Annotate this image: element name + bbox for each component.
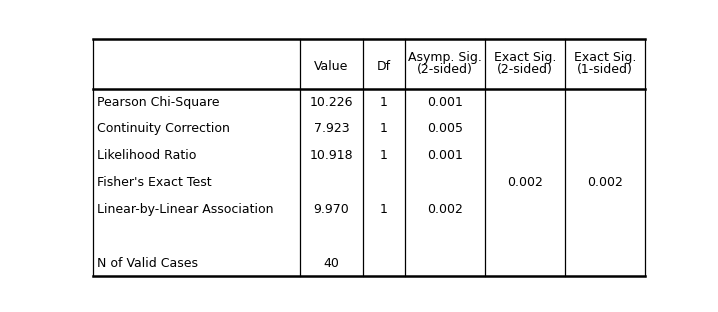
Text: 0.002: 0.002 xyxy=(426,203,462,216)
Text: 0.001: 0.001 xyxy=(426,95,462,109)
Text: (1-sided): (1-sided) xyxy=(577,63,633,76)
Text: 0.001: 0.001 xyxy=(426,149,462,162)
Text: 9.970: 9.970 xyxy=(314,203,350,216)
Text: 7.923: 7.923 xyxy=(314,122,350,135)
Text: 1: 1 xyxy=(380,95,388,109)
Text: 10.918: 10.918 xyxy=(309,149,353,162)
Text: Pearson Chi-Square: Pearson Chi-Square xyxy=(97,95,220,109)
Text: 40: 40 xyxy=(324,256,340,270)
Text: 0.002: 0.002 xyxy=(587,176,623,189)
Text: Exact Sig.: Exact Sig. xyxy=(494,51,556,64)
Text: N of Valid Cases: N of Valid Cases xyxy=(97,256,198,270)
Text: Df: Df xyxy=(377,60,391,72)
Text: (2-sided): (2-sided) xyxy=(417,63,472,76)
Text: Likelihood Ratio: Likelihood Ratio xyxy=(97,149,196,162)
Text: Fisher's Exact Test: Fisher's Exact Test xyxy=(97,176,212,189)
Text: 1: 1 xyxy=(380,203,388,216)
Text: Asymp. Sig.: Asymp. Sig. xyxy=(408,51,482,64)
Text: (2-sided): (2-sided) xyxy=(497,63,553,76)
Text: Linear-by-Linear Association: Linear-by-Linear Association xyxy=(97,203,274,216)
Text: 0.002: 0.002 xyxy=(507,176,543,189)
Text: 10.226: 10.226 xyxy=(309,95,353,109)
Text: Continuity Correction: Continuity Correction xyxy=(97,122,230,135)
Text: Value: Value xyxy=(314,60,349,72)
Text: 1: 1 xyxy=(380,122,388,135)
Text: Exact Sig.: Exact Sig. xyxy=(574,51,636,64)
Text: 0.005: 0.005 xyxy=(426,122,463,135)
Text: 1: 1 xyxy=(380,149,388,162)
